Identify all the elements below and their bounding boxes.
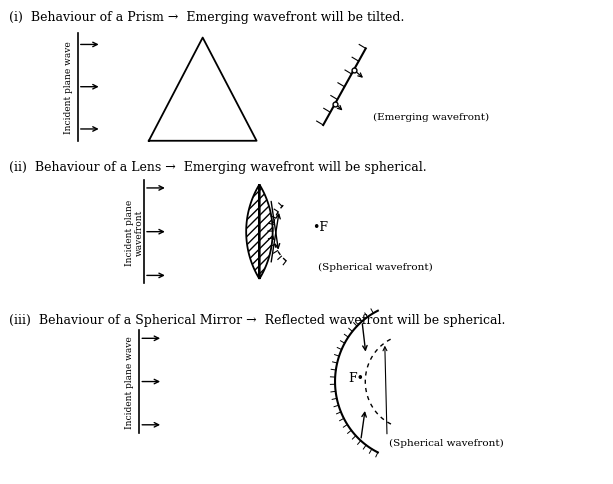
Text: (Spherical wavefront): (Spherical wavefront) <box>389 438 504 447</box>
Text: Incident plane wave: Incident plane wave <box>64 41 73 134</box>
Text: Incident plane
wavefront: Incident plane wavefront <box>125 199 144 265</box>
Text: (Emerging wavefront): (Emerging wavefront) <box>373 112 489 121</box>
Text: (ii)  Behaviour of a Lens →  Emerging wavefront will be spherical.: (ii) Behaviour of a Lens → Emerging wave… <box>9 161 427 174</box>
Text: •F: •F <box>313 221 329 234</box>
Text: (i)  Behaviour of a Prism →  Emerging wavefront will be tilted.: (i) Behaviour of a Prism → Emerging wave… <box>9 11 404 24</box>
Polygon shape <box>246 185 273 279</box>
Text: (Spherical wavefront): (Spherical wavefront) <box>318 262 433 271</box>
Text: Incident plane wave: Incident plane wave <box>126 335 134 428</box>
Text: (iii)  Behaviour of a Spherical Mirror →  Reflected wavefront will be spherical.: (iii) Behaviour of a Spherical Mirror → … <box>9 313 505 326</box>
Text: F•: F• <box>348 371 364 384</box>
